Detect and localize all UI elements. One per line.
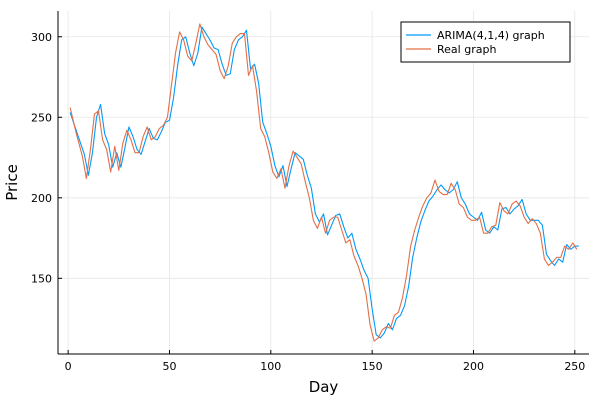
y-tick-label: 200 [31, 192, 52, 205]
legend-label-1: ARIMA(4,1,4) graph [437, 29, 545, 42]
y-tick-label: 150 [31, 272, 52, 285]
y-tick-label: 300 [31, 31, 52, 44]
series-line-2 [69, 23, 578, 342]
x-axis-title: Day [309, 378, 339, 396]
x-tick-label: 100 [260, 360, 281, 373]
legend-label-2: Real graph [437, 43, 496, 56]
x-tick-label: 250 [564, 360, 585, 373]
x-tick-label: 50 [162, 360, 176, 373]
x-tick-label: 0 [65, 360, 72, 373]
y-axis-title: Price [3, 164, 21, 201]
x-tick-label: 150 [362, 360, 383, 373]
tick-labels: 0 50 100 150 200 250 150 200 250 300 [31, 31, 585, 373]
axes [57, 11, 589, 355]
y-tick-label: 250 [31, 111, 52, 124]
series-layer [69, 23, 579, 342]
x-tick-label: 200 [463, 360, 484, 373]
legend-box [400, 21, 571, 63]
series-line-1 [69, 26, 579, 339]
